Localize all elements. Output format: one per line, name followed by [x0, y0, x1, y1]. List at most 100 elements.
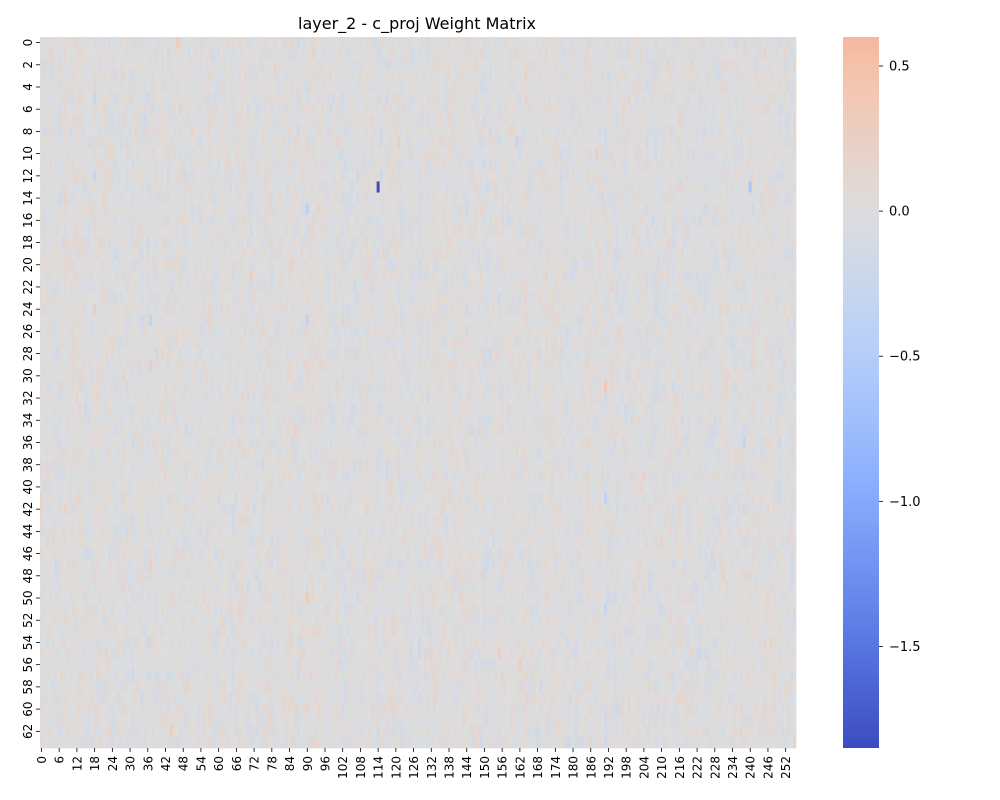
heatmap-cell — [491, 236, 496, 249]
heatmap-cell — [515, 37, 519, 49]
heatmap-cell — [285, 170, 289, 182]
heatmap-cell — [335, 181, 339, 193]
heatmap-cell — [751, 92, 756, 105]
heatmap-cell — [595, 70, 599, 82]
heatmap-cell — [288, 70, 292, 82]
heatmap-cell — [728, 125, 732, 138]
heatmap-cell — [447, 81, 451, 93]
heatmap-cell — [329, 248, 333, 260]
heatmap-cell — [237, 48, 242, 60]
heatmap-cell — [353, 236, 357, 249]
heatmap-cell — [110, 159, 115, 171]
heatmap-cell — [99, 81, 103, 93]
heatmap-cell — [223, 48, 227, 60]
heatmap-cell — [745, 59, 750, 71]
heatmap-cell — [790, 48, 794, 60]
heatmap-cell — [291, 92, 295, 105]
heatmap-cell — [680, 92, 685, 105]
heatmap-cell — [595, 48, 599, 60]
heatmap-cell — [778, 37, 782, 49]
heatmap-cell — [172, 203, 177, 216]
heatmap-cell — [627, 92, 631, 105]
heatmap-cell — [308, 125, 313, 138]
heatmap-cell — [99, 37, 103, 49]
heatmap-cell — [169, 236, 174, 249]
heatmap-cell — [604, 103, 608, 116]
heatmap-cell — [214, 170, 218, 182]
heatmap-cell — [757, 203, 761, 216]
heatmap-cell — [116, 103, 121, 116]
heatmap-cell — [358, 203, 363, 216]
heatmap-cell — [751, 170, 756, 182]
heatmap-cell — [113, 248, 118, 260]
heatmap-cell — [45, 125, 50, 138]
heatmap-cell — [627, 103, 631, 116]
heatmap-cell — [438, 214, 442, 227]
heatmap-cell — [252, 59, 256, 71]
heatmap-cell — [784, 170, 788, 182]
heatmap-cell — [400, 125, 404, 138]
heatmap-cell — [367, 92, 372, 105]
heatmap-cell — [592, 236, 596, 249]
heatmap-cell — [255, 59, 259, 71]
heatmap-cell — [639, 92, 643, 105]
heatmap-cell — [553, 203, 558, 216]
heatmap-cell — [341, 214, 345, 227]
heatmap-cell — [367, 192, 372, 204]
heatmap-cell — [423, 148, 428, 160]
heatmap-cell — [441, 114, 445, 127]
heatmap-cell — [382, 70, 386, 82]
heatmap-cell — [193, 70, 197, 82]
heatmap-cell — [341, 236, 345, 249]
heatmap-cell — [193, 192, 197, 204]
heatmap-cell — [648, 103, 652, 116]
heatmap-cell — [155, 181, 159, 193]
heatmap-cell — [305, 48, 310, 60]
heatmap-cell — [630, 125, 634, 138]
heatmap-cell — [790, 136, 794, 149]
heatmap-cell — [515, 236, 519, 249]
heatmap-cell — [748, 170, 753, 182]
heatmap-cell — [497, 148, 502, 160]
heatmap-cell — [90, 48, 94, 60]
heatmap-cell — [202, 170, 206, 182]
heatmap-cell — [169, 81, 174, 93]
heatmap-cell — [733, 37, 738, 49]
heatmap-cell — [96, 214, 100, 227]
heatmap-cell — [394, 236, 398, 249]
heatmap-cell — [104, 170, 109, 182]
heatmap-cell — [471, 103, 475, 116]
heatmap-cell — [131, 92, 135, 105]
heatmap-cell — [169, 125, 174, 138]
heatmap-cell — [409, 70, 413, 82]
heatmap-cell — [202, 192, 206, 204]
heatmap-cell — [577, 125, 581, 138]
heatmap-cell — [364, 159, 369, 171]
heatmap-cell — [654, 181, 658, 193]
heatmap-cell — [220, 236, 224, 249]
heatmap-cell — [249, 148, 253, 160]
heatmap-cell — [220, 125, 224, 138]
heatmap-cell — [609, 125, 614, 138]
heatmap-cell — [267, 159, 271, 171]
heatmap-cell — [78, 81, 82, 93]
heatmap-cell — [733, 148, 738, 160]
heatmap-cell — [444, 181, 448, 193]
heatmap-cell — [680, 170, 685, 182]
heatmap-cell — [282, 70, 286, 82]
heatmap-cell — [562, 37, 567, 49]
heatmap-cell — [731, 159, 735, 171]
heatmap-cell — [276, 203, 280, 216]
heatmap-cell — [87, 181, 91, 193]
heatmap-cell — [394, 103, 398, 116]
heatmap-cell — [193, 59, 197, 71]
heatmap-cell — [468, 125, 472, 138]
heatmap-cell — [680, 225, 685, 238]
heatmap-cell — [636, 81, 640, 93]
heatmap-cell — [692, 103, 696, 116]
heatmap-cell — [751, 214, 756, 227]
heatmap-cell — [226, 159, 230, 171]
heatmap-cell — [60, 214, 64, 227]
heatmap-cell — [240, 59, 245, 71]
heatmap-cell — [261, 136, 265, 149]
